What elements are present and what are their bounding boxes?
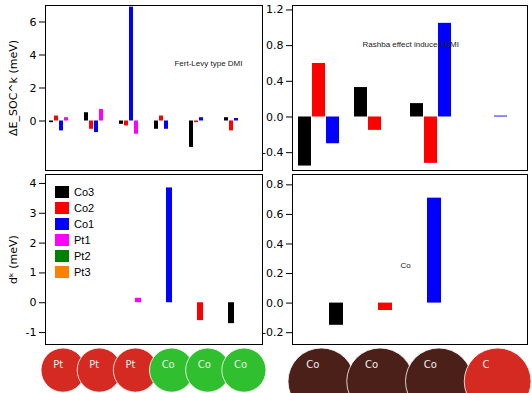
svg-text:0.2: 0.2 [266,267,284,280]
svg-text:0.6: 0.6 [266,208,284,221]
svg-text:6: 6 [30,16,37,29]
svg-text:C: C [483,359,490,370]
svg-text:Fert-Levy type DMI: Fert-Levy type DMI [174,59,242,68]
svg-text:0.8: 0.8 [266,178,284,191]
svg-text:0.0: 0.0 [266,297,284,310]
svg-text:Co: Co [234,359,247,370]
svg-text:ΔE_SOC^k (meV): ΔE_SOC^k (meV) [7,40,20,136]
svg-text:1.2: 1.2 [266,3,284,16]
svg-text:Rashba effect induced DMI: Rashba effect induced DMI [363,40,459,49]
svg-text:3: 3 [30,207,37,220]
svg-text:Pt: Pt [89,359,99,370]
html-text:Co1: Co1 [74,218,95,230]
svg-text:0: 0 [30,115,37,128]
svg-text:0: 0 [30,296,37,309]
html-text:Pt1: Pt1 [74,234,91,246]
html-text:Pt2: Pt2 [74,250,91,262]
svg-text:Co: Co [162,359,175,370]
svg-text:-0.2: -0.2 [262,326,283,339]
svg-text:-0.4: -0.4 [262,146,283,159]
svg-text:Co: Co [198,359,211,370]
svg-text:0.8: 0.8 [266,39,284,52]
html-text:Co2: Co2 [74,202,95,214]
svg-text:2: 2 [30,82,37,95]
svg-text:2: 2 [30,237,37,250]
svg-text:4: 4 [30,49,37,62]
svg-text:0.4: 0.4 [266,75,284,88]
svg-text:Co: Co [306,359,319,370]
html-text:Co3: Co3 [74,186,95,198]
svg-text:dᵏ (meV): dᵏ (meV) [7,235,20,284]
svg-text:1: 1 [30,266,37,279]
svg-text:Co: Co [424,359,437,370]
svg-text:Co: Co [365,359,378,370]
svg-text:0.4: 0.4 [266,237,284,250]
svg-text:-1: -1 [26,326,37,339]
svg-text:4: 4 [30,177,37,190]
html-text:Pt3: Pt3 [74,266,91,278]
svg-text:Pt: Pt [125,359,135,370]
svg-text:Co: Co [401,261,412,270]
svg-text:0.0: 0.0 [266,111,284,124]
svg-text:Pt: Pt [53,359,63,370]
